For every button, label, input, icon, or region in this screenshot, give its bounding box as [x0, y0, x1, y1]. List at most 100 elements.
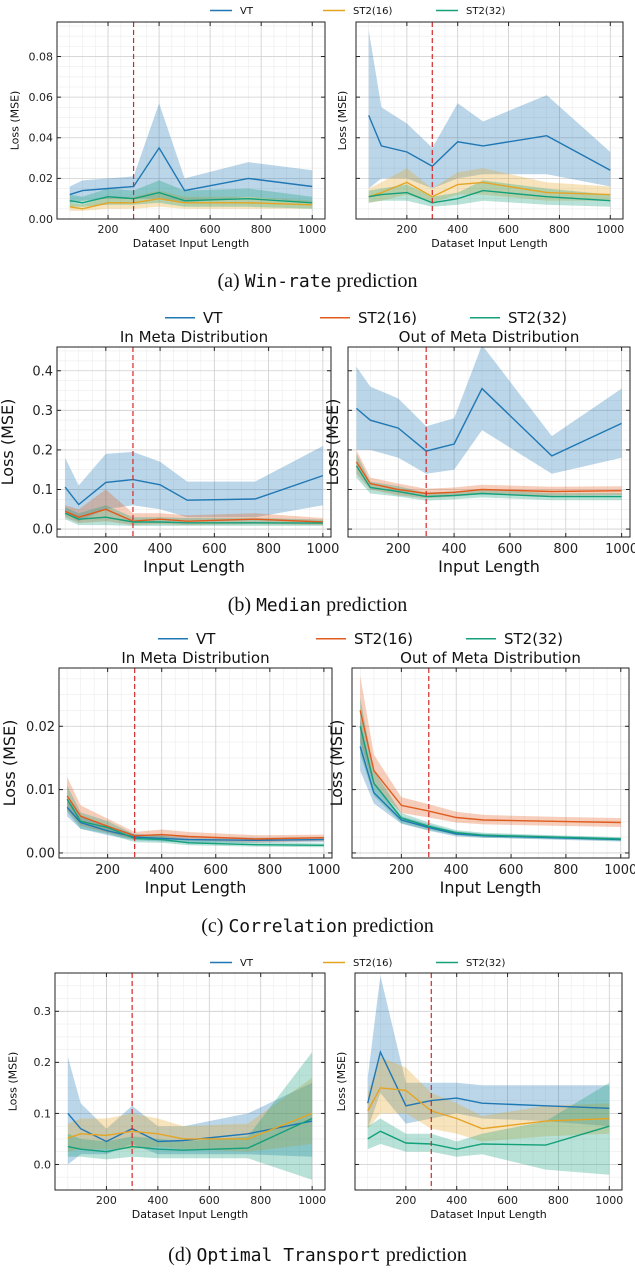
- x-tick-label: 800: [548, 1194, 569, 1207]
- confidence-band-VT: [356, 347, 622, 474]
- x-axis-label: Input Length: [145, 878, 247, 897]
- y-axis-label: Loss (MSE): [0, 399, 17, 486]
- x-tick-label: 1000: [595, 1194, 623, 1207]
- confidence-band-ST2(16): [356, 449, 622, 499]
- y-tick-label: 0.2: [32, 443, 53, 458]
- x-tick-label: 400: [147, 1194, 168, 1207]
- y-tick-label: 0.3: [32, 404, 53, 419]
- legend-label-VT: VT: [240, 958, 254, 969]
- axes-frame: [58, 667, 333, 859]
- y-tick-label: 0.3: [34, 1005, 52, 1018]
- axes-frame: [355, 21, 624, 220]
- legend-label-ST2(32): ST2(32): [508, 309, 567, 327]
- y-axis-label: Loss (MSE): [0, 720, 19, 807]
- y-tick-label: 0.00: [29, 213, 54, 226]
- chart-panel-a-right: 200 400 600 800 1000 Dataset Input Length Loss…: [336, 21, 624, 250]
- legend-label-VT: VT: [196, 630, 216, 648]
- confidence-band-VT: [368, 30, 611, 189]
- x-tick-label: 200: [96, 1194, 117, 1207]
- x-tick-label: 400: [447, 223, 468, 236]
- x-tick-label: 600: [498, 542, 523, 557]
- y-tick-label: 0.04: [29, 132, 54, 145]
- axes-frame: [347, 346, 631, 538]
- series-line-VT: [355, 387, 622, 457]
- legend-label-ST2(32): ST2(32): [504, 630, 563, 648]
- legend-label-ST2(16): ST2(16): [353, 6, 392, 17]
- plot-area: [67, 1052, 313, 1180]
- axes-frame: [56, 346, 332, 538]
- axes-frame: [351, 667, 630, 859]
- x-tick-label: 600: [499, 863, 524, 878]
- series-line-VT: [367, 1050, 610, 1109]
- y-tick-label: 0.4: [32, 364, 53, 379]
- x-tick-label: 800: [554, 863, 579, 878]
- x-tick-label: 1000: [604, 863, 635, 878]
- x-tick-label: 400: [148, 542, 173, 557]
- x-tick-label: 200: [396, 223, 417, 236]
- confidence-band-ST2(16): [65, 489, 323, 526]
- x-tick-label: 600: [203, 863, 228, 878]
- series-line-ST2(32): [355, 465, 622, 498]
- x-tick-label: 400: [149, 863, 174, 878]
- x-tick-label: 800: [256, 542, 281, 557]
- series-line-ST2(16): [359, 710, 621, 824]
- y-axis-label: Loss (MSE): [336, 91, 349, 151]
- confidence-band-VT: [367, 975, 610, 1129]
- axes-frame: [54, 972, 326, 1191]
- series-line-ST2(16): [69, 197, 313, 210]
- caption-b: (b) Median prediction: [227, 594, 408, 616]
- x-tick-label: 600: [497, 1194, 518, 1207]
- legend-label-VT: VT: [240, 6, 254, 17]
- y-tick-label: 0.00: [26, 846, 55, 861]
- x-tick-label: 600: [202, 542, 227, 557]
- x-tick-label: 1000: [306, 542, 339, 557]
- axes-frame: [354, 972, 623, 1191]
- plot-area: [64, 446, 324, 526]
- series-line-VT: [368, 115, 611, 171]
- chart-legend: VT ST2(16) ST2(32): [165, 309, 567, 327]
- x-tick-label: 400: [149, 223, 170, 236]
- series-line-ST2(32): [367, 1125, 610, 1150]
- chart-title: Out of Meta Distribution: [399, 328, 580, 346]
- legend-label-ST2(32): ST2(32): [466, 6, 505, 17]
- x-tick-label: 1000: [298, 1194, 326, 1207]
- plot-area: [69, 103, 313, 211]
- x-tick-label: 200: [93, 542, 118, 557]
- series-line-ST2(16): [67, 1112, 313, 1140]
- y-tick-label: 0.02: [26, 720, 55, 735]
- legend-label-VT: VT: [203, 309, 223, 327]
- x-axis-label: Dataset Input Length: [431, 237, 548, 250]
- chart-panel-b-right: 200 400 600 800 1000 Input Length Loss (MSE) Ou…: [323, 328, 635, 576]
- x-tick-label: 600: [498, 223, 519, 236]
- caption-d: (d) Optimal Transport prediction: [168, 1244, 467, 1266]
- x-tick-label: 200: [95, 863, 120, 878]
- series-line-ST2(32): [69, 191, 313, 204]
- series-line-ST2(16): [367, 1087, 610, 1130]
- series-line-ST2(32): [368, 189, 611, 204]
- x-tick-label: 800: [250, 1194, 271, 1207]
- y-tick-label: 0.0: [34, 1158, 52, 1171]
- y-tick-label: 0.01: [26, 783, 55, 798]
- series-line-ST2(32): [66, 798, 324, 846]
- confidence-band-ST2(32): [367, 1082, 610, 1175]
- y-tick-label: 0.2: [34, 1056, 52, 1069]
- x-tick-label: 1000: [596, 223, 624, 236]
- series-line-VT: [66, 806, 324, 842]
- x-tick-label: 800: [251, 223, 272, 236]
- series-line-VT: [64, 474, 324, 506]
- confidence-band-ST2(32): [368, 180, 611, 207]
- caption-a: (a) Win-rate prediction: [217, 270, 418, 292]
- x-axis-label: Input Length: [143, 557, 245, 576]
- x-axis-label: Dataset Input Length: [430, 1208, 547, 1221]
- y-axis-label: Loss (MSE): [335, 1052, 348, 1112]
- y-axis-label: Loss (MSE): [8, 91, 21, 151]
- y-tick-label: 0.06: [29, 91, 54, 104]
- y-axis-label: Loss (MSE): [6, 1052, 19, 1112]
- series-line-ST2(32): [359, 726, 621, 840]
- y-axis-label: Loss (MSE): [323, 399, 342, 486]
- x-tick-label: 400: [446, 1194, 467, 1207]
- chart-legend: VT ST2(16) ST2(32): [210, 6, 505, 17]
- y-tick-label: 0.08: [29, 50, 54, 63]
- x-tick-label: 200: [98, 223, 119, 236]
